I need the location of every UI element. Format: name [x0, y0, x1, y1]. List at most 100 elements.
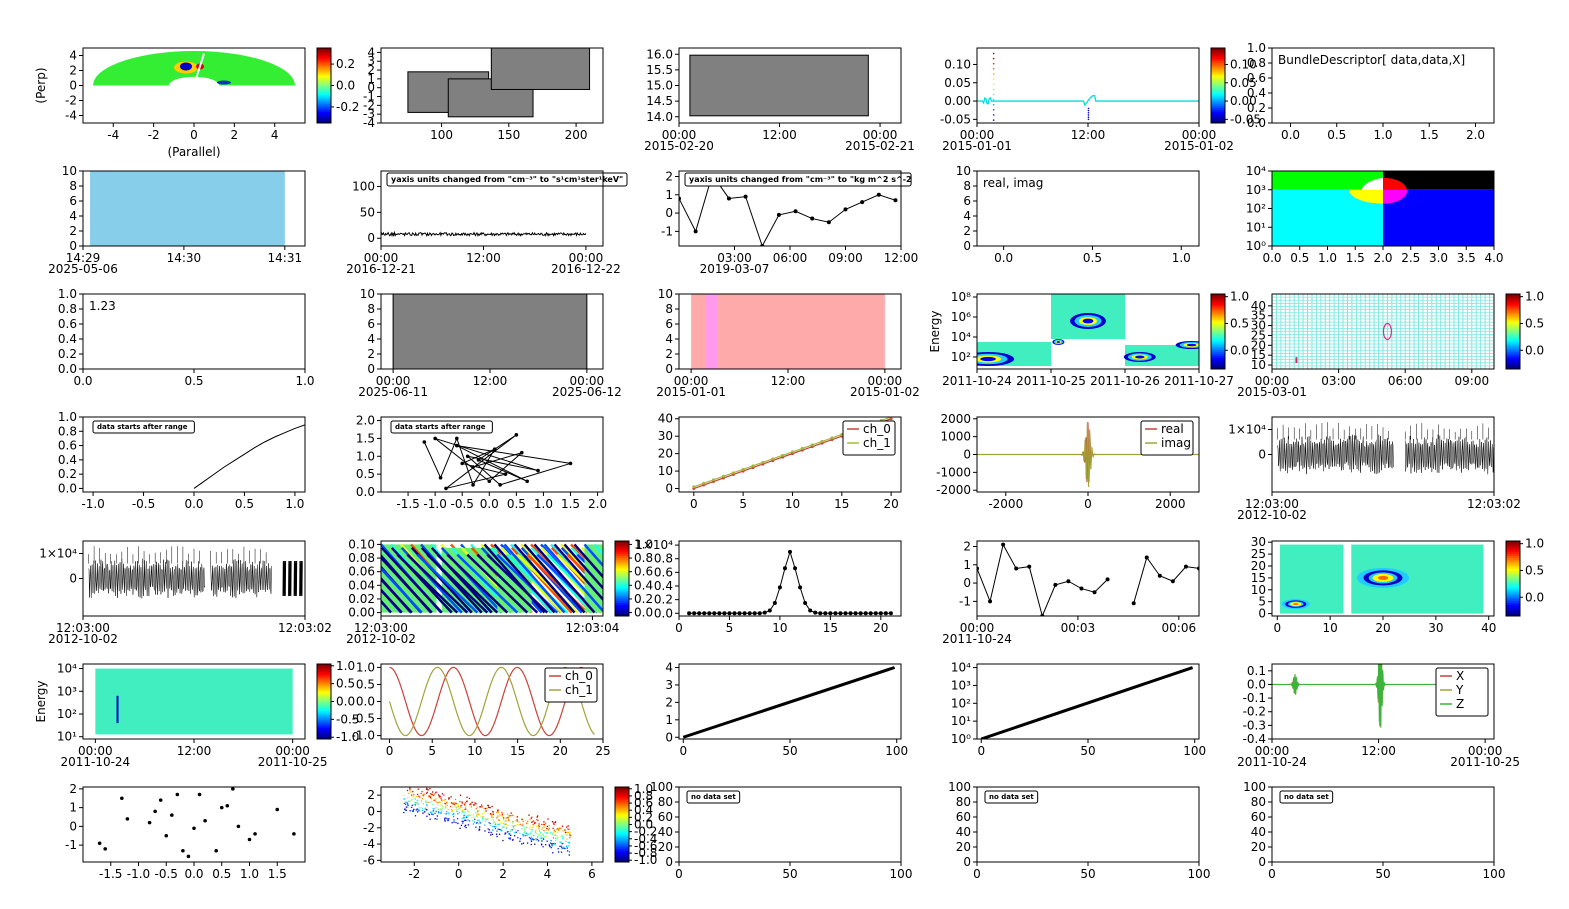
y-tick-label: 2 — [665, 347, 673, 361]
data-point — [478, 813, 480, 815]
chart-p22: 12:03:00 12:03:040.100.080.060.040.020.00… — [346, 537, 653, 646]
y-tick-label: 25 — [1251, 547, 1266, 561]
data-point — [531, 830, 533, 832]
data-point — [793, 209, 798, 214]
colorbar-segment — [1211, 363, 1225, 366]
data-point — [554, 821, 556, 823]
data-point — [474, 802, 476, 804]
data-point — [471, 483, 475, 487]
data-point — [426, 804, 428, 806]
x-tick-label: 0.0 — [184, 497, 203, 511]
x-tick-label: 12:00 — [884, 251, 919, 265]
colorbar-segment — [615, 599, 629, 602]
heatmap-cell — [1383, 189, 1494, 246]
data-point — [771, 457, 775, 461]
data-point — [567, 825, 569, 827]
colorbar-tick-label: 0.8 — [634, 789, 653, 803]
colorbar-segment — [1211, 115, 1225, 118]
colorbar-segment — [1506, 342, 1520, 346]
y-tick-label: 10⁴ — [1246, 164, 1266, 178]
y-tick-label: 10² — [57, 707, 77, 721]
data-point — [408, 800, 410, 802]
y-tick-label: 0.00 — [944, 94, 971, 108]
data-point — [555, 837, 557, 840]
data-segment — [434, 438, 490, 482]
colorbar-segment — [1211, 98, 1225, 101]
colorbar-segment — [1506, 608, 1520, 611]
x-tick-label: -0.5 — [451, 497, 474, 511]
data-point — [552, 833, 554, 836]
colorbar-segment — [1506, 339, 1520, 342]
colorbar-segment — [615, 559, 629, 563]
colorbar-segment — [1506, 307, 1520, 310]
colorbar-segment — [615, 839, 629, 842]
colorbar-segment — [1211, 365, 1225, 368]
x-tick-label: -1.5 — [396, 497, 419, 511]
plot-area — [1279, 544, 1484, 614]
data-point — [541, 837, 544, 839]
colorbar-tick-label: 1.0 — [634, 782, 653, 796]
colorbar-segment — [1211, 63, 1225, 66]
x-tick-label: 15 — [510, 744, 525, 758]
colorbar-segment — [615, 604, 629, 608]
colorbar-segment — [1211, 94, 1225, 98]
heatmap-stripe — [381, 577, 413, 614]
colorbar-segment — [1211, 59, 1225, 62]
colorbar-segment — [1506, 578, 1520, 581]
y-tick-label: 1.0 — [356, 660, 375, 674]
y-tick-label: 2000 — [940, 412, 971, 426]
data-point — [403, 794, 405, 797]
data-point — [532, 820, 534, 823]
x-tick-label: 0 — [190, 128, 198, 142]
y-tick-label: 0 — [69, 819, 77, 833]
data-point — [553, 823, 555, 825]
colorbar-segment — [317, 79, 331, 83]
data-point — [181, 848, 185, 853]
data-point — [465, 454, 470, 459]
data-point — [430, 813, 433, 815]
data-point — [440, 812, 442, 814]
data-point — [427, 812, 430, 815]
data-point — [538, 826, 540, 828]
plot-frame — [1271, 663, 1495, 740]
colorbar-segment — [615, 841, 629, 844]
data-point — [992, 52, 995, 55]
y-tick-label: 0.8 — [58, 302, 77, 316]
data-point — [512, 825, 514, 827]
colorbar-segment — [615, 850, 629, 854]
y-tick-label: 0.4 — [58, 332, 77, 346]
y-tick-label: 10² — [1246, 202, 1266, 216]
x-tick-label: 1.0 — [240, 867, 259, 881]
colorbar-segment — [317, 720, 331, 723]
colorbar-segment — [1506, 324, 1520, 327]
data-point — [521, 843, 523, 845]
y-tick-label: 0 — [367, 81, 375, 95]
data-point — [526, 822, 528, 824]
colorbar-segment — [1211, 74, 1225, 77]
x-tick-label: 00:00 — [1255, 374, 1290, 388]
colorbar-segment — [1506, 541, 1520, 544]
y-tick-label: 1 — [963, 558, 971, 572]
y-tick-label: 0 — [665, 482, 673, 496]
y-tick-label: -3 — [363, 107, 375, 121]
data-point — [423, 811, 426, 813]
data-point — [552, 827, 554, 829]
colorbar-segment — [317, 68, 331, 71]
data-point — [422, 807, 424, 810]
plot-area — [1272, 171, 1494, 246]
heatmap-stripe — [381, 555, 433, 614]
data-point — [693, 229, 698, 234]
y-tick-label: 0 — [1258, 855, 1266, 869]
data-point — [482, 819, 484, 822]
x-tick-label: 1.0 — [534, 497, 553, 511]
colorbar-tick-label: 0.10 — [1230, 57, 1257, 71]
data-point — [547, 818, 549, 820]
data-point — [488, 831, 490, 834]
data-point — [422, 803, 425, 805]
data-point — [487, 818, 489, 820]
data-point — [529, 826, 531, 828]
colorbar-segment — [1211, 83, 1225, 86]
